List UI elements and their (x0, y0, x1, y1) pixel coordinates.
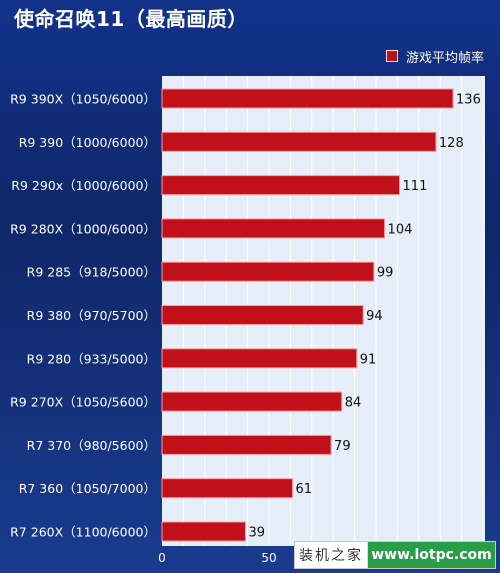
value-label-11: 39 (248, 526, 265, 541)
bar-5 (161, 261, 375, 282)
category-label-2: R9 390（1000/6000） (19, 135, 156, 150)
bar-8 (161, 391, 343, 412)
category-label-11: R7 260X（1100/6000） (10, 525, 156, 540)
category-label-9: R7 370（980/5600） (27, 438, 156, 453)
value-label-9: 79 (334, 439, 351, 454)
legend: 游戏平均帧率 (385, 47, 484, 66)
bar-2 (161, 131, 437, 152)
category-label-5: R9 285（918/5000） (27, 265, 156, 280)
watermark-site-name: 装机之家 (295, 542, 368, 568)
category-label-3: R9 290x（1000/6000） (11, 178, 156, 193)
category-label-8: R9 270X（1050/5600） (10, 395, 156, 410)
value-label-5: 99 (377, 266, 394, 281)
category-label-7: R9 280（933/5000） (27, 351, 156, 366)
category-label-6: R9 380（970/5700） (27, 308, 156, 323)
value-label-1: 136 (456, 93, 481, 108)
value-label-3: 111 (403, 179, 428, 194)
bar-3 (161, 175, 401, 196)
category-label-10: R7 360（1050/7000） (19, 481, 156, 496)
bar-4 (161, 218, 386, 239)
bar-7 (161, 348, 358, 369)
value-label-4: 104 (388, 222, 413, 237)
watermark-url: www.lotpc.com (368, 542, 495, 568)
bar-1 (161, 88, 454, 109)
bar-11 (161, 521, 246, 542)
value-label-2: 128 (439, 136, 464, 151)
bar-10 (161, 478, 294, 499)
category-label-4: R9 280X（1000/6000） (10, 221, 156, 236)
legend-swatch (385, 50, 398, 62)
value-label-10: 61 (296, 482, 313, 497)
value-label-8: 84 (345, 396, 362, 411)
x-tick-label-2: 50 (261, 551, 276, 565)
x-tick-label-1: 0 (158, 551, 166, 565)
value-label-7: 91 (360, 352, 377, 367)
bar-6 (161, 305, 364, 325)
value-label-6: 94 (366, 309, 383, 324)
bar-9 (161, 434, 332, 455)
watermark: 装机之家 www.lotpc.com (294, 541, 496, 569)
legend-label: 游戏平均帧率 (405, 50, 484, 66)
category-label-1: R9 390X（1050/6000） (10, 92, 156, 107)
chart-title: 使命召唤11（最高画质） (14, 7, 248, 31)
